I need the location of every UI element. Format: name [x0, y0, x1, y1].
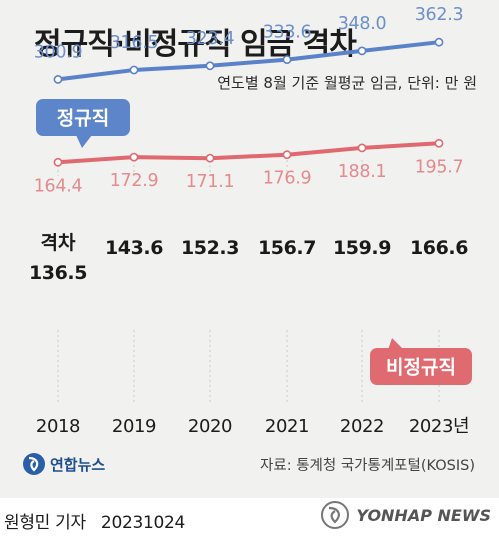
source-note: 자료: 통계청 국가통계포털(KOSIS) — [260, 458, 475, 474]
x-tick-label-4: 2022 — [340, 416, 384, 437]
irregular-badge-box — [370, 348, 472, 385]
regular-point-0 — [53, 75, 63, 84]
irregular-badge-tail — [388, 338, 404, 350]
regular-badge-label: 정규직 — [57, 108, 109, 130]
irregular-badge-label: 비정규직 — [386, 357, 456, 379]
regular-point-2 — [205, 61, 215, 71]
irregular-point-4 — [357, 143, 367, 153]
regular-badge-tail — [76, 135, 92, 148]
byline: 원형민 기자 20231024 — [4, 508, 195, 533]
irregular-point-5 — [434, 138, 444, 148]
irregular-series-line — [56, 141, 441, 165]
gap-value-label-0: 136.5 — [29, 262, 87, 284]
irregular-value-label-4: 188.1 — [338, 162, 387, 182]
irregular-value-label-2: 171.1 — [186, 172, 235, 192]
regular-point-1 — [129, 65, 139, 75]
regular-value-label-0: 300.9 — [34, 42, 83, 62]
chart-subtitle: 연도별 8월 기준 월평균 임금, 단위: 만 원 — [217, 74, 477, 92]
gap-value-label-3: 156.7 — [258, 237, 316, 259]
regular-badge-box — [36, 99, 130, 136]
watermark-text: YONHAP NEWS — [356, 505, 491, 525]
x-tick-label-0: 2018 — [36, 416, 80, 437]
regular-value-label-4: 348.0 — [338, 14, 387, 34]
x-tick-label-2: 2020 — [188, 416, 232, 437]
irregular-value-label-5: 195.7 — [415, 157, 464, 177]
irregular-value-label-1: 172.9 — [110, 171, 159, 191]
regular-value-label-5: 362.3 — [415, 5, 464, 25]
gap-label: 격차 — [41, 232, 76, 254]
regular-value-label-3: 333.6 — [263, 23, 312, 43]
gap-value-label-2: 152.3 — [181, 237, 239, 259]
irregular-point-2 — [205, 153, 215, 163]
x-tick-label-5: 2023년 — [409, 416, 469, 437]
irregular-point-1 — [129, 152, 139, 162]
regular-point-3 — [282, 55, 292, 65]
yonhap-logo: 연합뉴스 — [22, 452, 105, 476]
regular-series-line — [56, 40, 441, 82]
regular-point-5 — [434, 37, 444, 47]
wage-gap-line-chart: 300.9 316.5 323.4 333.6 348.0 362.3 164.4 172.9… — [29, 5, 472, 437]
gap-value-label-4: 159.9 — [333, 237, 391, 259]
author-name: 원형민 기자 — [4, 513, 86, 533]
yonhap-watermark-icon — [321, 501, 350, 529]
logo-text: 연합뉴스 — [50, 455, 106, 474]
irregular-point-0 — [53, 157, 63, 167]
regular-value-label-1: 316.5 — [110, 33, 159, 53]
yonhap-news-watermark: YONHAP NEWS — [320, 500, 491, 530]
regular-point-4 — [357, 46, 367, 56]
gap-value-label-1: 143.6 — [105, 237, 163, 259]
regular-value-label-2: 323.4 — [186, 29, 235, 49]
infographic-card: 정규직·비정규직 임금 격차 연도별 8월 기준 월평균 임금, 단위: 만 원… — [0, 0, 499, 498]
x-tick-label-1: 2019 — [112, 416, 156, 437]
irregular-value-label-3: 176.9 — [263, 169, 312, 189]
yonhap-logo-icon — [23, 453, 45, 475]
x-tick-label-3: 2021 — [265, 416, 309, 437]
gap-value-label-5: 166.6 — [410, 237, 468, 259]
irregular-point-3 — [282, 150, 292, 160]
irregular-value-label-0: 164.4 — [34, 176, 83, 196]
publish-date: 20231024 — [100, 513, 186, 533]
